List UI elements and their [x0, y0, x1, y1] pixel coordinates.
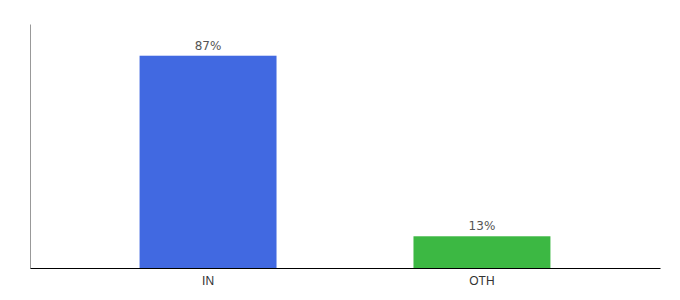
x-axis-line	[31, 268, 661, 269]
x-tick: OTH	[469, 268, 494, 288]
data-label: 87%	[195, 39, 222, 53]
bar	[413, 236, 550, 268]
x-axis: IN OTH	[31, 268, 661, 288]
data-label: 13%	[469, 219, 496, 233]
data-labels: 87% 13%	[195, 39, 496, 234]
bar	[140, 56, 277, 268]
y-axis-line	[30, 25, 31, 269]
x-tick-label: OTH	[469, 274, 494, 288]
y-axis	[30, 25, 31, 269]
chart: IN OTH 87% 13%	[0, 0, 680, 300]
bars	[140, 56, 551, 268]
plot: IN OTH 87% 13%	[31, 25, 661, 288]
x-tick-label: IN	[202, 274, 214, 288]
x-tick: IN	[202, 268, 214, 288]
